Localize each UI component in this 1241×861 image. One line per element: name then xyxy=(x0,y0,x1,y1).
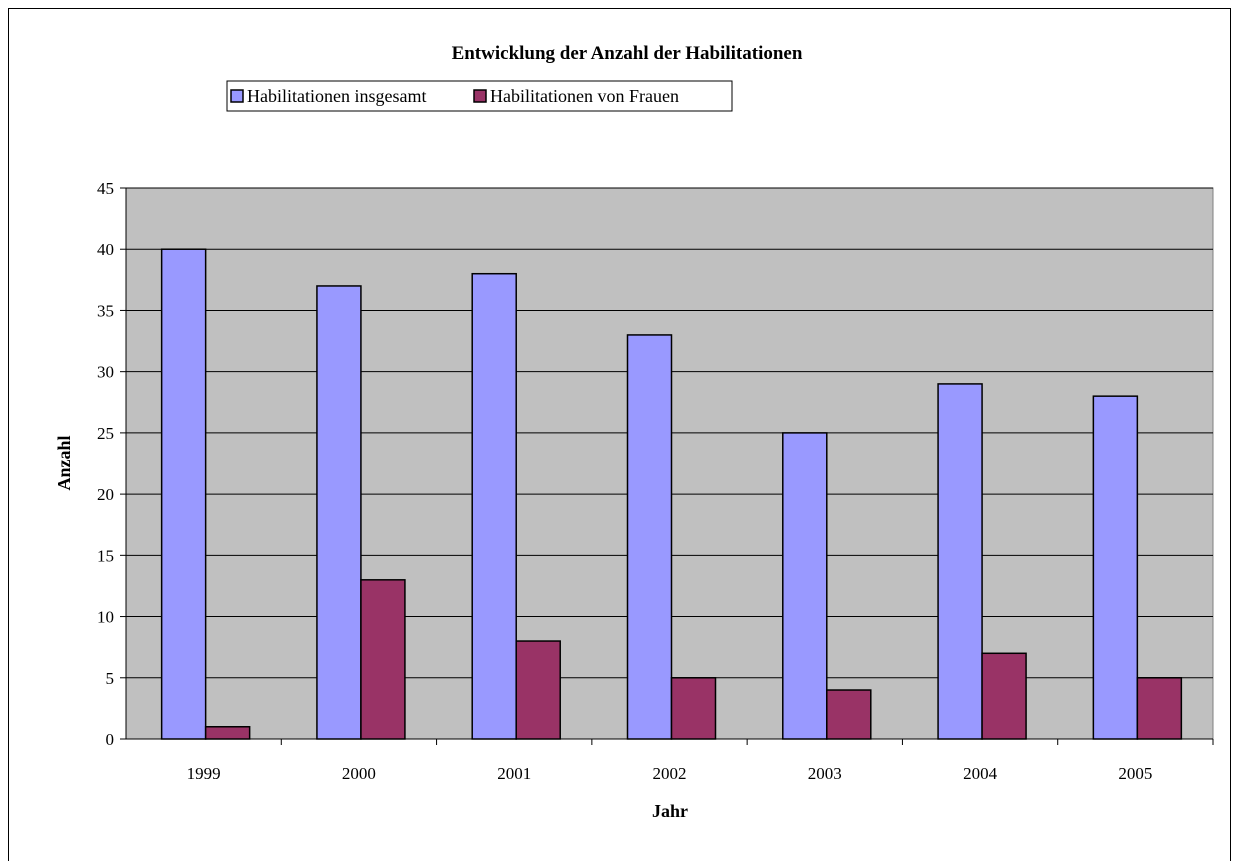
x-tick-label: 2002 xyxy=(653,764,687,783)
y-tick-label: 20 xyxy=(97,485,114,504)
legend-swatch xyxy=(473,89,487,103)
bar-insgesamt-2001 xyxy=(471,272,517,740)
legend-swatch xyxy=(230,89,244,103)
y-tick-label: 30 xyxy=(97,363,114,382)
y-tick-label: 15 xyxy=(97,546,114,565)
plot-area: 0 5 10 15 20 25 30 35 40 45 1999 2000 2001 2002 2003 20… xyxy=(97,179,1214,783)
y-tick-label: 40 xyxy=(97,240,114,259)
y-tick-label: 35 xyxy=(97,301,114,320)
bar-insgesamt-2002 xyxy=(626,334,673,740)
bar-frauen-2003 xyxy=(826,689,872,740)
x-tick-label: 2005 xyxy=(1118,764,1152,783)
bar-frauen-2000 xyxy=(360,579,406,740)
x-tick-label: 1999 xyxy=(187,764,221,783)
bar-insgesamt-2004 xyxy=(937,383,983,740)
bar-frauen-2004 xyxy=(981,652,1027,740)
bar-insgesamt-2003 xyxy=(782,432,828,740)
x-tick-label: 2003 xyxy=(808,764,842,783)
bar-insgesamt-2005 xyxy=(1092,395,1139,740)
y-tick-label: 25 xyxy=(97,424,114,443)
y-tick-label: 45 xyxy=(97,179,114,198)
bar-frauen-2001 xyxy=(515,640,561,740)
x-tick-label: 2000 xyxy=(342,764,376,783)
bar-insgesamt-1999 xyxy=(160,248,207,740)
x-tick-label: 2001 xyxy=(497,764,531,783)
legend: Habilitationen insgesamt Habilitationen v… xyxy=(226,80,733,112)
legend-label: Habilitationen insgesamt xyxy=(247,86,426,106)
y-axis-label: Anzahl xyxy=(54,435,74,490)
y-tick-label: 5 xyxy=(106,669,115,688)
bar-insgesamt-2000 xyxy=(316,285,362,740)
chart-title: Entwicklung der Anzahl der Habilitatione… xyxy=(452,43,803,64)
bar-frauen-2005 xyxy=(1136,677,1183,740)
x-tick-label: 2004 xyxy=(963,764,998,783)
y-tick-label: 10 xyxy=(97,608,114,627)
legend-label: Habilitationen von Frauen xyxy=(490,86,679,106)
bar-frauen-1999 xyxy=(204,726,251,740)
y-tick-label: 0 xyxy=(106,730,115,749)
x-axis-label: Jahr xyxy=(652,801,688,821)
bar-frauen-2002 xyxy=(670,677,717,740)
